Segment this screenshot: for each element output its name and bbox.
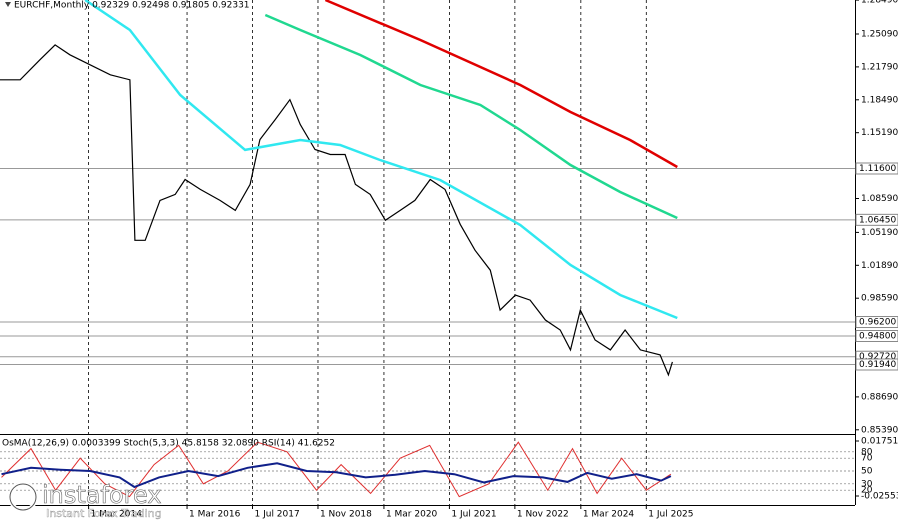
y-tick-label: 1.28490 [861,0,898,6]
y-tick-label: 1.15190 [861,128,898,138]
level-label: 0.92720 [859,352,896,362]
series-line [324,0,678,169]
y-tick-label: 80 [861,447,873,457]
indicator-label: OsMA(12,26,9) 0.0003399 Stoch(5,3,3) 45.… [2,439,335,449]
level-label-box [855,358,898,371]
x-tick-label: 1 Jul 2017 [255,510,300,520]
level-label-box [855,329,898,342]
x-tick-label: 1 Nov 2018 [320,510,372,520]
y-tick-label: 0.88690 [861,392,898,402]
x-tick-label: 1 Mar 2016 [189,510,241,520]
header-icon [5,2,11,7]
series-line [0,44,673,377]
y-tick-label: 1.18490 [861,95,898,105]
level-label-box [855,316,898,329]
y-tick-label: 30 [861,479,873,489]
level-label: 1.06450 [859,215,896,225]
level-label: 0.91940 [859,360,896,370]
logo: instaforex Instant Forex Trading [8,481,162,520]
x-tick-label: 1 Jul 2025 [648,510,693,520]
logo-tagline: Instant Forex Trading [46,507,162,520]
y-tick-label: 1.25090 [861,29,898,39]
level-label: 0.94800 [859,331,896,341]
y-tick-label: 70 [861,454,873,464]
series-line [264,13,678,220]
y2-tick-label: 0.017513 [861,437,898,447]
level-label-box [855,213,898,226]
x-tick-label: 1 Nov 2022 [517,510,569,520]
y-tick-label: 1.08590 [861,194,898,204]
logo-name: instaforex [42,481,162,509]
x-tick-label: 1 Mar 2014 [91,510,143,520]
level-label-box [855,162,898,175]
y-tick-label: 0.98590 [861,294,898,304]
y-tick-label: 50 [861,467,873,477]
series-line [1,441,672,498]
y-tick-label: 0.85390 [861,425,898,435]
y2-tick-label: -0.025534 [861,492,898,502]
x-tick-label: 1 Mar 2024 [583,510,635,520]
series-line [1,462,672,489]
logo-icon-outline [9,483,37,511]
x-tick-label: 1 Mar 2020 [386,510,438,520]
level-label: 0.96200 [859,318,896,328]
header: EURCHF,Monthly 0.92329 0.92498 0.91805 0… [14,1,250,11]
y-tick-label: 1.01890 [861,261,898,271]
level-label: 1.11600 [859,164,896,174]
y-tick-label: 1.21790 [861,62,898,72]
series-line [84,0,678,320]
x-tick-label: 1 Jul 2021 [451,510,496,520]
y-tick-label: 1.05190 [861,228,898,238]
y-tick-label: 20 [861,486,873,496]
